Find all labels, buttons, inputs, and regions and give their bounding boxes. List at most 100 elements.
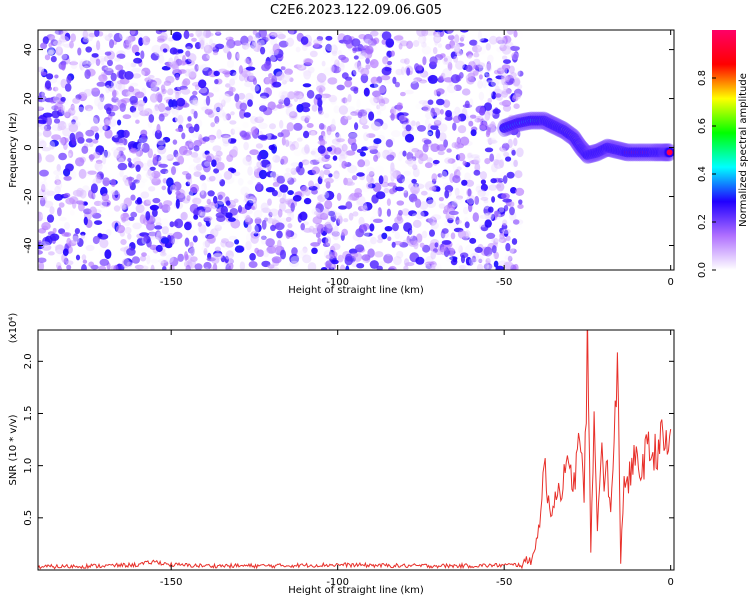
heatmap-cell xyxy=(362,113,367,119)
heatmap-cell xyxy=(409,121,418,126)
heatmap-cell xyxy=(462,160,467,166)
heatmap-cell xyxy=(382,175,389,184)
heatmap-cell xyxy=(479,121,489,130)
heatmap-cell xyxy=(195,156,202,161)
heatmap-cell xyxy=(205,95,211,106)
heatmap-cell xyxy=(430,265,436,270)
heatmap-cell xyxy=(178,145,188,156)
heatmap-cell xyxy=(156,123,161,134)
heatmap-cell xyxy=(485,63,492,73)
heatmap-cell xyxy=(324,223,333,234)
spectrogram-frame xyxy=(37,29,675,271)
heatmap-cell xyxy=(175,190,181,196)
heatmap-cell xyxy=(465,256,472,266)
heatmap-cell xyxy=(398,209,403,216)
heatmap-cell xyxy=(239,261,246,270)
heatmap-cell xyxy=(505,156,512,162)
heatmap-cell xyxy=(352,65,358,76)
heatmap-cell xyxy=(224,101,234,111)
heatmap-cell xyxy=(263,250,269,258)
heatmap-cell xyxy=(83,88,93,97)
heatmap-cell xyxy=(98,247,105,256)
heatmap-cell xyxy=(38,261,45,270)
heatmap-cell xyxy=(433,34,442,44)
heatmap-cell xyxy=(297,63,306,70)
heatmap-cell xyxy=(502,198,512,203)
heatmap-cell xyxy=(482,79,487,89)
heatmap-cell xyxy=(189,247,199,256)
heatmap-cell xyxy=(518,199,523,205)
heatmap-cell xyxy=(40,180,48,191)
heatmap-cell xyxy=(198,89,207,95)
heatmap-cell xyxy=(323,67,333,76)
heatmap-cell xyxy=(488,184,498,191)
heatmap-cell xyxy=(324,154,331,160)
heatmap-cell xyxy=(95,159,103,164)
heatmap-cell xyxy=(100,125,107,131)
heatmap-cell xyxy=(281,91,290,97)
heatmap-cell xyxy=(441,228,449,234)
heatmap-cell xyxy=(457,152,466,162)
heatmap-cell xyxy=(338,66,346,73)
heatmap-cell xyxy=(341,228,349,236)
heatmap-cell xyxy=(229,69,237,77)
heatmap-cell xyxy=(269,152,276,162)
heatmap-cell xyxy=(115,82,122,90)
heatmap-cell xyxy=(284,198,295,203)
heatmap-cell xyxy=(69,209,75,216)
heatmap-cell xyxy=(119,103,126,112)
heatmap-cell xyxy=(487,97,493,104)
heatmap-cell xyxy=(150,258,159,264)
heatmap-cell xyxy=(336,138,345,143)
heatmap-cell xyxy=(370,30,379,37)
heatmap-cell xyxy=(203,247,208,256)
x-tick-label: 0 xyxy=(667,577,673,588)
heatmap-cell xyxy=(464,230,471,238)
heatmap-cell xyxy=(137,142,144,151)
heatmap-cell xyxy=(502,175,508,184)
heatmap-cell xyxy=(311,149,317,156)
heatmap-cell xyxy=(310,150,316,155)
heatmap-cell xyxy=(487,137,493,145)
heatmap-cell xyxy=(193,171,202,178)
heatmap-cell xyxy=(444,157,453,164)
heatmap-cell xyxy=(184,68,192,77)
heatmap-cell xyxy=(247,99,253,107)
heatmap-cell xyxy=(48,251,55,256)
heatmap-cell xyxy=(455,49,463,56)
heatmap-cell xyxy=(498,36,506,46)
heatmap-cell xyxy=(193,157,201,164)
x-tick-label: -100 xyxy=(326,577,349,588)
heatmap-cell xyxy=(220,205,228,215)
heatmap-cell xyxy=(445,110,452,118)
heatmap-cell xyxy=(168,99,174,108)
heatmap-cell xyxy=(381,31,392,41)
heatmap-cell xyxy=(434,36,439,46)
heatmap-cell xyxy=(317,156,326,163)
heatmap-cell xyxy=(359,239,365,245)
heatmap-cell xyxy=(281,79,287,85)
heatmap-cell xyxy=(408,146,418,154)
heatmap-cell xyxy=(252,224,259,235)
y-tick-label: 40 xyxy=(23,43,34,56)
colorbar-ticks: 0.00.20.40.60.8 xyxy=(697,70,716,278)
heatmap-cell xyxy=(480,183,488,192)
spectrogram-x-ticks: -150 -100 -50 0 xyxy=(160,30,674,288)
heatmap-cell xyxy=(127,157,132,163)
heatmap-cell xyxy=(90,183,98,194)
heatmap-cell xyxy=(278,90,288,100)
snr-y-multiplier: (x10⁴) xyxy=(8,313,19,344)
heatmap-cell xyxy=(147,168,152,177)
heatmap-cell xyxy=(58,202,65,208)
heatmap-cell xyxy=(57,120,67,131)
heatmap-cell xyxy=(420,210,429,217)
heatmap-cell xyxy=(485,130,490,138)
heatmap-cell xyxy=(134,91,145,99)
heatmap-cell xyxy=(62,127,71,137)
heatmap-cell xyxy=(245,66,256,71)
heatmap-cell xyxy=(249,253,256,261)
heatmap-cell xyxy=(250,205,255,210)
heatmap-cell xyxy=(488,139,498,144)
heatmap-cell xyxy=(395,68,404,76)
heatmap-cell xyxy=(280,155,289,165)
